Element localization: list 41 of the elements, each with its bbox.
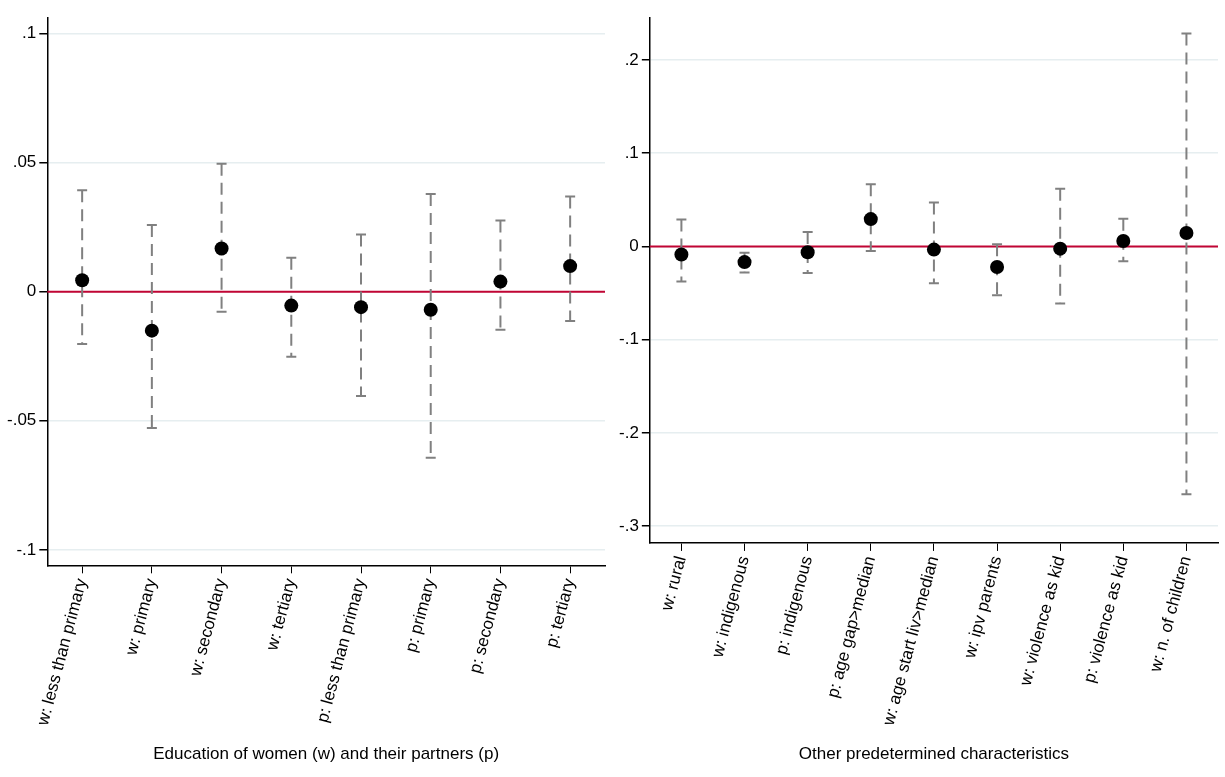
point (926, 242, 941, 257)
y-tick-label: -.1 (619, 329, 639, 349)
point (1053, 241, 1068, 256)
x-tick-label: w: ipv parents (959, 553, 1006, 662)
x-tick-label: w: primary (121, 575, 161, 658)
point (354, 300, 368, 315)
point (800, 245, 815, 260)
x-tick-label: w: tertiary (262, 575, 300, 654)
y-tick-label: -.2 (619, 422, 639, 442)
y-tick-label: -.3 (619, 515, 639, 535)
x-tick-label: p: tertiary (541, 575, 579, 650)
x-tick-label: p: primary (401, 575, 440, 655)
point (284, 298, 299, 313)
x-axis-title: Other predetermined characteristics (798, 744, 1070, 764)
y-tick-label: .2 (624, 49, 639, 69)
y-tick-label: .1 (22, 23, 37, 43)
x-axis-title: Education of women (w) and their partners (p) (153, 744, 500, 764)
point (737, 255, 752, 270)
x-tick-label: p: violence as kid (1079, 553, 1132, 685)
y-tick-label: -.05 (7, 410, 37, 430)
point (674, 247, 689, 262)
point (493, 274, 508, 289)
point (75, 273, 90, 288)
x-tick-label: w: less than primary (32, 575, 91, 729)
x-tick-label: w: violence as kid (1015, 553, 1069, 689)
x-tick-label: w: n. of children (1145, 553, 1195, 675)
x-tick-label: p: less than primary (312, 575, 370, 725)
point (990, 260, 1005, 275)
point (214, 241, 229, 256)
point (863, 212, 878, 227)
point (1116, 234, 1131, 249)
x-tick-label: w: rural (656, 553, 690, 614)
y-tick-label: 0 (629, 236, 639, 256)
point (423, 302, 438, 317)
point (144, 323, 159, 338)
y-tick-label: -.1 (16, 539, 37, 559)
point (1179, 226, 1194, 241)
y-tick-label: .05 (12, 152, 37, 172)
y-tick-label: .1 (624, 142, 639, 162)
point (563, 259, 578, 274)
y-tick-label: 0 (26, 281, 37, 301)
